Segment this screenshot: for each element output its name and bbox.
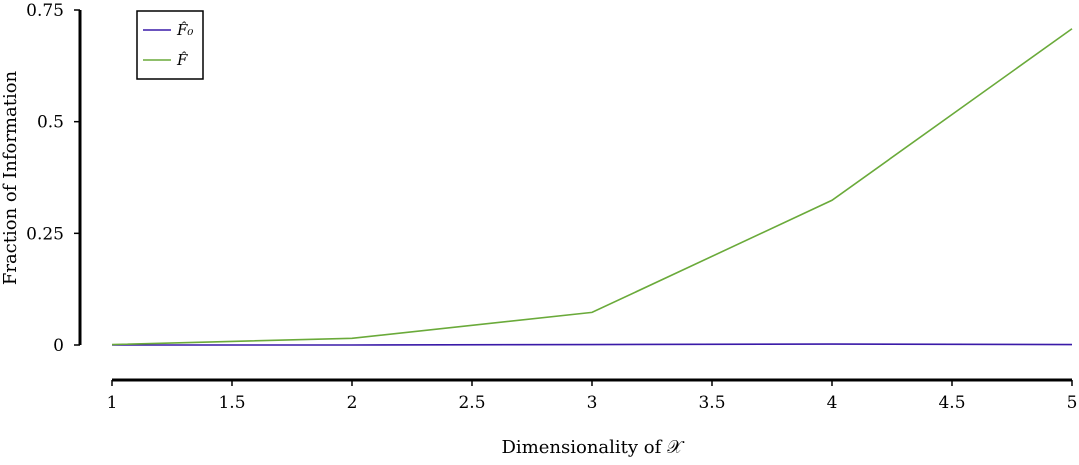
legend-box [136,10,204,80]
y-tick-label: 0.25 [26,224,64,244]
x-tick-label: 4 [827,393,838,413]
y-tick-label: 0.75 [26,1,64,21]
x-tick-label: 2.5 [458,393,485,413]
x-tick-label: 1.5 [218,393,245,413]
legend: F̂₀ F̂ [136,10,204,80]
x-tick-label: 1 [107,393,118,413]
series-line-0 [112,343,1073,346]
y-tick-label: 0.5 [37,113,64,133]
y-tick-label: 0 [53,336,64,356]
x-ticks: 1 1.5 2 2.5 3 3.5 4 4.5 5 [107,380,1078,413]
x-tick-label: 3.5 [698,393,725,413]
series-layer [111,28,1073,346]
x-tick-label: 5 [1067,393,1078,413]
x-tick-label: 3 [587,393,598,413]
x-tick-label: 2 [347,393,358,413]
legend-label: F̂₀ [176,21,193,39]
legend-items: F̂₀ F̂ [143,21,193,69]
x-axis-title: Dimensionality of 𝒳 [502,437,686,458]
legend-label: F̂ [176,51,188,69]
x-tick-label: 4.5 [938,393,965,413]
series-line-1 [111,28,1073,346]
y-ticks: 0 0.25 0.5 0.75 [26,1,80,356]
y-axis-title: Fraction of Information [0,70,21,285]
